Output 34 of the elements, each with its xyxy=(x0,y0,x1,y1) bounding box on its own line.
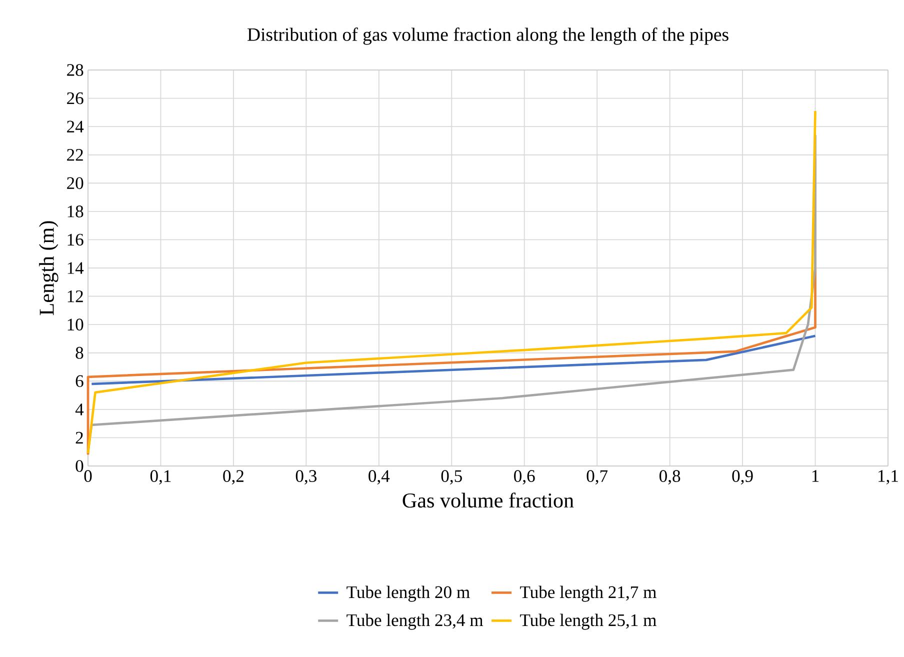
x-tick-label: 0,7 xyxy=(586,470,608,485)
y-tick-label: 28 xyxy=(67,64,84,76)
legend-label: Tube length 23,4 m xyxy=(346,614,484,630)
y-tick-label: 16 xyxy=(68,234,84,246)
y-tick-label: 26 xyxy=(67,92,84,104)
y-tick-label: 14 xyxy=(68,262,84,274)
x-tick-label: 1 xyxy=(812,470,819,482)
legend-label: Tube length 20 m xyxy=(346,586,470,602)
y-tick-label: 24 xyxy=(67,120,84,132)
y-tick-label: 4 xyxy=(75,404,84,416)
x-tick-label: 0,4 xyxy=(368,470,390,485)
legend-label: Tube length 21,7 m xyxy=(520,586,656,602)
y-tick-label: 12 xyxy=(68,290,83,302)
x-tick-label: 0,6 xyxy=(514,470,535,485)
y-tick-label: 22 xyxy=(67,149,83,161)
x-tick-label: 0,9 xyxy=(732,470,753,485)
x-tick-label: 0,5 xyxy=(441,470,462,485)
x-axis-title: Gas volume fraction xyxy=(402,492,574,508)
x-tick-label: 1,1 xyxy=(878,470,898,484)
x-tick-label: 0 xyxy=(84,470,92,482)
y-tick-label: 6 xyxy=(76,375,84,388)
chart-title: Distribution of gas volume fraction along the length of the pipes xyxy=(248,28,728,45)
y-axis-title: Length (m) xyxy=(39,221,58,316)
x-tick-label: 0,1 xyxy=(150,470,171,485)
y-tick-label: 0 xyxy=(76,460,84,472)
y-tick-label: 10 xyxy=(68,318,84,330)
y-tick-label: 2 xyxy=(76,432,83,444)
y-tick-label: 20 xyxy=(67,177,84,190)
legend-label: Tube length 25,1 m xyxy=(520,614,656,630)
x-tick-label: 0,8 xyxy=(659,470,680,485)
y-tick-label: 18 xyxy=(68,206,84,218)
x-tick-label: 0,2 xyxy=(223,470,244,485)
x-tick-label: 0,3 xyxy=(296,470,316,485)
y-tick-label: 8 xyxy=(76,346,84,359)
